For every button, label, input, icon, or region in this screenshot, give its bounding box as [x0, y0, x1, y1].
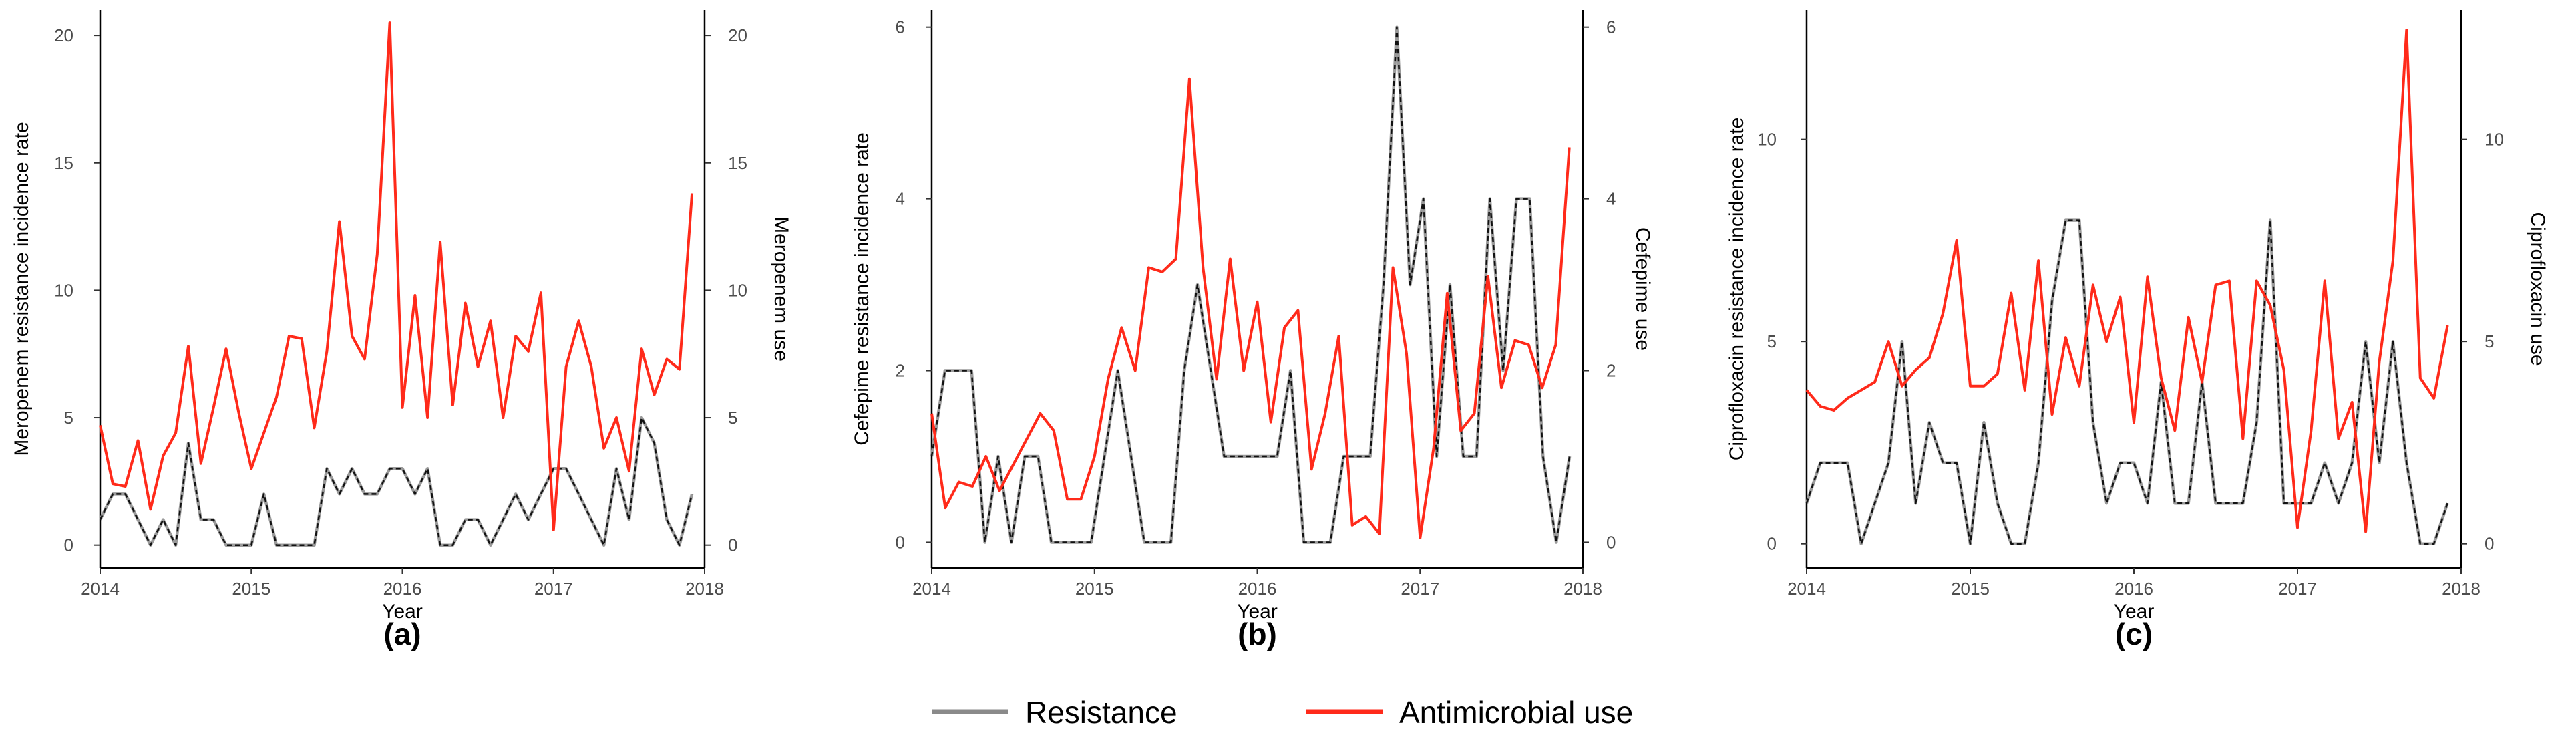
x-tick-label: 2014	[1787, 579, 1826, 599]
series-line-resistance-shadow	[1805, 218, 2449, 545]
legend-resistance-label: Resistance	[1025, 695, 1177, 730]
y-tick-label: 10	[54, 280, 73, 300]
x-tick-label: 2016	[383, 579, 422, 599]
series-line-resistance-shadow	[930, 25, 1572, 544]
x-tick-label: 2015	[1951, 579, 1990, 599]
legend-use-label: Antimicrobial use	[1399, 695, 1633, 730]
y-axis-title-right: Cefepime use	[1632, 227, 1654, 351]
y2-tick-label: 5	[2485, 331, 2494, 351]
x-tick-label: 2018	[2442, 579, 2480, 599]
x-tick-label: 2015	[1075, 579, 1114, 599]
legend: Resistance Antimicrobial use	[932, 695, 1633, 730]
y-axis-title-left: Cefepime resistance incidence rate	[851, 132, 873, 446]
y-tick-label: 2	[896, 361, 905, 381]
series-line-resistance	[930, 26, 1571, 543]
y-tick-label: 10	[1757, 130, 1777, 150]
series-line-antimicrobial-use	[1805, 29, 2449, 533]
y-tick-label: 5	[64, 408, 73, 428]
y-axis-title-left: Meropenem resistance incidence rate	[11, 122, 33, 456]
y-axis-title-left: Ciprofloxacin resistance incidence rate	[1726, 118, 1748, 461]
y-tick-label: 4	[896, 189, 905, 209]
series-line-resistance	[1805, 219, 2448, 545]
y2-tick-label: 6	[1606, 17, 1616, 37]
y2-tick-label: 0	[728, 535, 737, 555]
y-tick-label: 0	[1767, 534, 1777, 554]
y2-tick-label: 4	[1606, 189, 1616, 209]
x-axis-title: Year	[382, 601, 423, 623]
y-tick-label: 0	[896, 532, 905, 552]
series-line-antimicrobial-use	[930, 77, 1571, 539]
y2-tick-label: 2	[1606, 361, 1616, 381]
y-tick-label: 6	[896, 17, 905, 37]
y-tick-label: 15	[54, 153, 73, 173]
y-tick-label: 0	[64, 535, 73, 555]
x-tick-label: 2018	[1563, 579, 1602, 599]
x-tick-label: 2015	[232, 579, 270, 599]
y2-tick-label: 15	[728, 153, 747, 173]
x-tick-label: 2014	[912, 579, 951, 599]
panel-label: (b)	[1238, 617, 1277, 651]
x-tick-label: 2017	[2278, 579, 2317, 599]
series-line-antimicrobial-use	[99, 21, 694, 531]
chart-panel-3: 0 5 10 0 5 10 2014 2015 2016 2017 2018 Year Ciproflo…	[1726, 10, 2549, 651]
chart-panel-1: 0 5 10 15 20 0 5 10 15 20 2014 2015 2016 2017 2018 Year…	[11, 10, 792, 651]
series-line-resistance	[99, 416, 693, 546]
chart-panel-2: 0 2 4 6 0 2 4 6 2014 2015 2016 2017 2018 Year Cefepime…	[851, 10, 1654, 651]
y-axis-title-right: Meropenem use	[770, 216, 792, 361]
x-tick-label: 2018	[685, 579, 724, 599]
y-tick-label: 20	[54, 25, 73, 45]
x-axis-title: Year	[1237, 601, 1278, 623]
x-tick-label: 2017	[534, 579, 573, 599]
y-tick-label: 5	[1767, 331, 1777, 351]
y2-tick-label: 10	[728, 280, 747, 300]
panel-label: (a)	[383, 617, 421, 651]
y2-tick-label: 10	[2485, 130, 2504, 150]
y2-tick-label: 5	[728, 408, 737, 428]
y2-tick-label: 0	[1606, 532, 1616, 552]
x-tick-label: 2016	[1238, 579, 1277, 599]
y-axis-title-right: Ciprofloxacin use	[2527, 212, 2549, 366]
x-axis-title: Year	[2114, 601, 2155, 623]
x-tick-label: 2016	[2114, 579, 2153, 599]
x-tick-label: 2017	[1401, 579, 1439, 599]
panel-label: (c)	[2115, 617, 2153, 651]
x-tick-label: 2014	[81, 579, 120, 599]
y2-tick-label: 20	[728, 25, 747, 45]
y2-tick-label: 0	[2485, 534, 2494, 554]
